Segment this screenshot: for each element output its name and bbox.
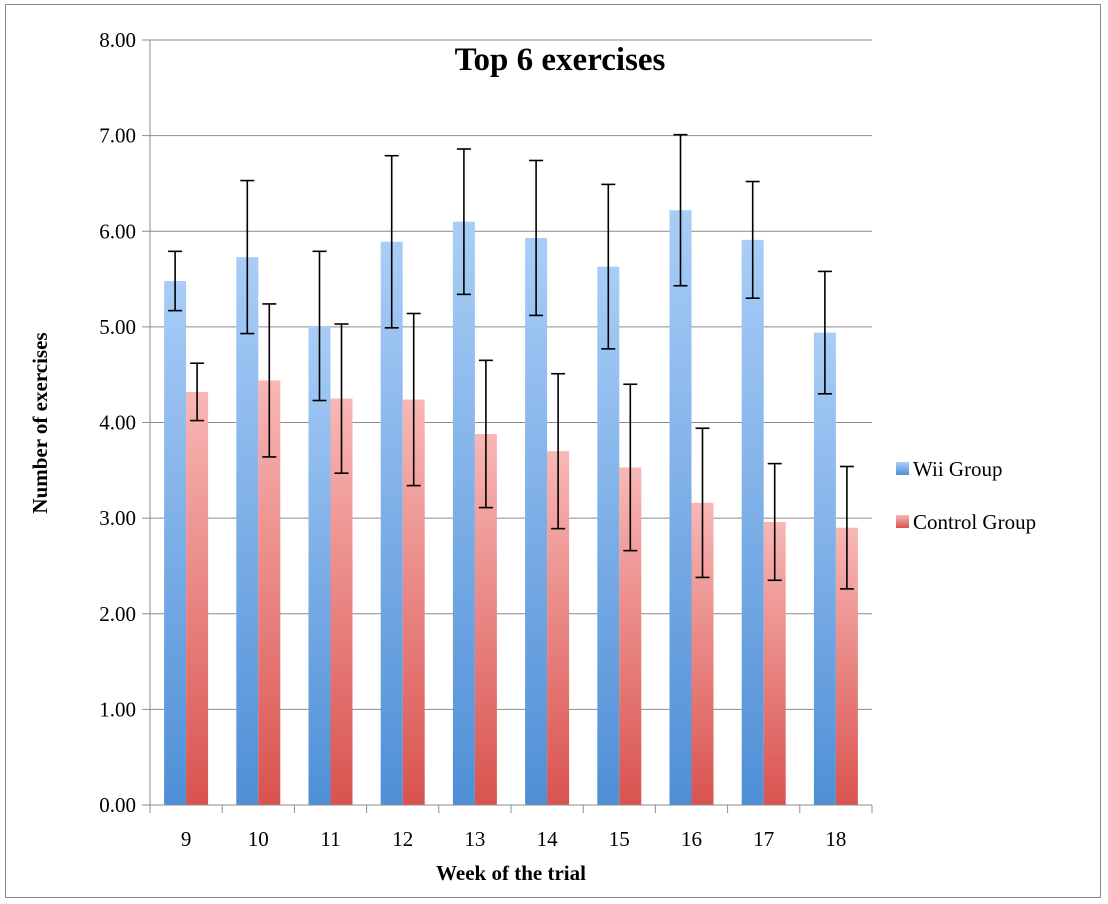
bar-control bbox=[186, 391, 209, 805]
chart-title: Top 6 exercises bbox=[455, 42, 666, 78]
y-tick-label: 5.00 bbox=[99, 315, 136, 339]
bar-wii bbox=[308, 325, 331, 805]
bar-wii bbox=[380, 241, 403, 806]
bar-control bbox=[402, 399, 425, 805]
legend-swatch-control bbox=[896, 515, 909, 528]
y-tick-label: 4.00 bbox=[99, 411, 136, 435]
y-tick-label: 2.00 bbox=[99, 602, 136, 626]
x-tick-label: 11 bbox=[320, 827, 340, 851]
y-tick-label: 7.00 bbox=[99, 124, 136, 148]
tick-labels: 0.00 1.00 2.00 3.00 4.00 5.00 6.00 7.00 8.00 9 10 1… bbox=[99, 28, 846, 851]
y-tick-label: 1.00 bbox=[99, 697, 136, 721]
x-tick-label: 18 bbox=[825, 827, 846, 851]
bar-wii bbox=[813, 332, 836, 805]
bar-control bbox=[258, 380, 281, 805]
bar-wii bbox=[669, 210, 692, 805]
bar-wii bbox=[452, 221, 475, 805]
bars bbox=[164, 210, 858, 806]
bar-control bbox=[835, 527, 858, 805]
bar-control bbox=[547, 451, 570, 805]
x-tick-label: 9 bbox=[181, 827, 192, 851]
y-tick-label: 6.00 bbox=[99, 219, 136, 243]
x-tick-label: 17 bbox=[753, 827, 774, 851]
legend-label-wii: Wii Group bbox=[913, 457, 1003, 481]
bar-control bbox=[691, 502, 714, 805]
x-tick-label: 12 bbox=[392, 827, 413, 851]
x-tick-label: 16 bbox=[681, 827, 702, 851]
bar-wii bbox=[597, 266, 620, 806]
axes bbox=[142, 39, 873, 813]
y-tick-label: 3.00 bbox=[99, 506, 136, 530]
bar-control bbox=[619, 467, 642, 805]
y-tick-label: 8.00 bbox=[99, 28, 136, 52]
bar-wii bbox=[741, 239, 764, 805]
legend-swatch-wii bbox=[896, 462, 909, 475]
x-tick-label: 14 bbox=[537, 827, 559, 851]
bar-wii bbox=[164, 280, 187, 806]
bar-control bbox=[474, 433, 497, 805]
x-tick-label: 15 bbox=[609, 827, 630, 851]
x-tick-label: 10 bbox=[248, 827, 269, 851]
y-tick-label: 0.00 bbox=[99, 793, 136, 817]
legend: Wii Group Control Group bbox=[896, 457, 1036, 534]
bar-control bbox=[330, 398, 353, 805]
y-axis-title: Number of exercises bbox=[28, 332, 52, 513]
legend-label-control: Control Group bbox=[913, 510, 1036, 534]
bar-wii bbox=[525, 237, 548, 806]
x-tick-label: 13 bbox=[464, 827, 485, 851]
bar-wii bbox=[236, 257, 259, 806]
bar-control bbox=[763, 521, 786, 805]
x-axis-title: Week of the trial bbox=[436, 861, 586, 885]
error-bars bbox=[168, 133, 854, 590]
